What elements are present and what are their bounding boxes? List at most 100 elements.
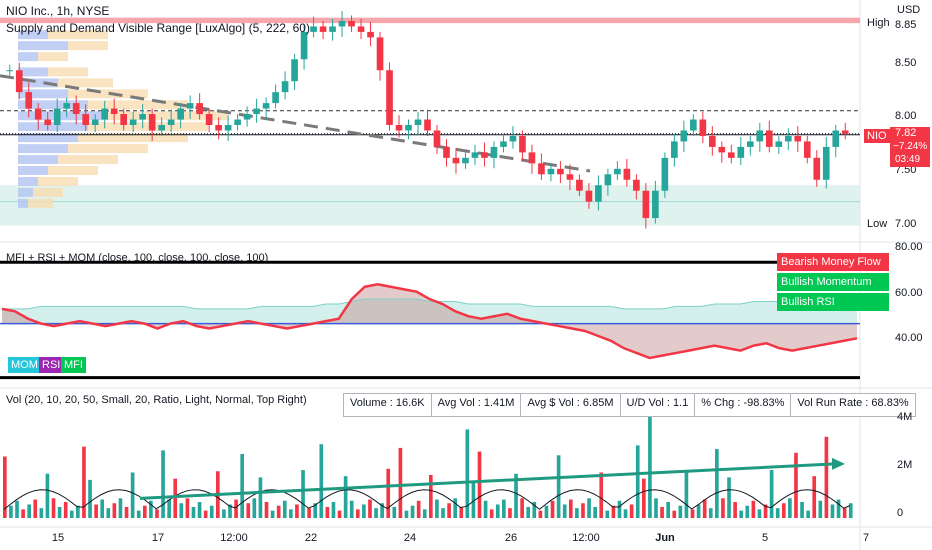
candle-body [25,92,33,109]
profile-demand-bar [18,176,38,186]
volume-bar [593,506,597,518]
candle-body [120,114,128,125]
candle-body [319,26,327,32]
volume-bar [690,509,695,518]
volume-bar [404,510,409,518]
volume-bar [733,502,737,518]
price-tick-7.00: 7.00 [895,218,917,230]
x-label-15: 15 [51,532,65,544]
vol-stat-avg-vol: Avg Vol : 1.41M [432,394,522,416]
legend-bullish-momentum: Bullish Momentum [777,273,889,291]
candle-body [44,119,52,125]
candle-body [813,157,821,180]
x-label-1200a: 12:00 [220,532,248,544]
candle-body [803,141,811,158]
candle-body [424,119,431,131]
x-label-jun: Jun [655,532,675,544]
candle-body [481,152,488,158]
candle-body [462,157,469,164]
volume-bar [191,506,196,518]
volume-bar [209,505,214,518]
volume-bar [477,451,482,518]
volume-bar [435,499,439,518]
candle-body [348,20,355,27]
volume-bar [155,509,159,518]
candle-body [576,179,583,191]
volume-bar [727,477,731,518]
candle-body [243,114,251,120]
volume-bar [398,447,403,518]
volume-bar [721,498,725,518]
candle-body [699,119,707,136]
volume-bar [252,498,257,518]
volume-bar [575,508,579,518]
candle-body [101,108,109,120]
profile-supply-bar [48,166,98,175]
profile-demand-bar [18,78,58,88]
volume-bar [106,508,111,518]
candle-body [338,20,346,27]
countdown: 03:49 [895,154,921,165]
x-label-22: 22 [304,532,318,544]
profile-demand-bar [18,133,78,143]
candle-body [794,135,802,142]
volume-bar [757,509,762,518]
volume-bar [495,504,500,518]
profile-supply-bar [88,100,188,110]
profile-demand-bar [18,122,88,132]
volume-trend-line [139,462,836,500]
volume-bar [429,474,433,518]
candle-body [566,174,574,180]
candle-body [224,125,232,131]
profile-supply-bar [28,198,53,208]
volume-bar [222,509,226,518]
volume-bar [276,505,281,518]
candle-body [310,26,317,32]
profile-supply-bar [38,176,78,186]
x-label-5: 5 [761,532,769,544]
chart-symbol-title: NIO Inc., 1h, NYSE [6,4,110,18]
demand-zone [0,185,860,226]
candle-body [443,146,450,158]
volume-bar [368,499,372,518]
candle-body [167,119,175,125]
candle-body [281,81,289,93]
volume-bar [696,504,701,518]
vol-tick-2m: 2M [897,459,913,471]
volume-average-line [3,489,851,510]
candle-body [690,119,697,131]
profile-supply-bar [58,155,118,165]
volume-bar [544,505,549,518]
profile-supply-bar [68,89,148,99]
candle-body [471,152,479,158]
profile-demand-bar [18,41,68,51]
profile-demand-bar [18,67,48,77]
candle-body [205,114,213,125]
candle-body [82,114,90,125]
volume-bar [708,508,713,518]
candle-body [15,70,23,93]
volume-bar [76,505,80,518]
price-tick-8.85: 8.85 [895,19,917,31]
candle-body [234,119,241,125]
profile-demand-bar [18,89,68,99]
candle-body [595,185,602,202]
volume-bar [301,470,305,518]
profile-supply-bar [48,30,108,40]
volume-bar [349,500,354,518]
candle-body [784,135,792,142]
mfi-line [2,298,857,310]
candle-body [376,37,384,71]
osc-tick-80: 80.00 [895,241,923,253]
low-label: Low [867,218,888,230]
candle-body [557,168,564,175]
candle-body [367,31,374,38]
candle-body [177,108,184,120]
price-tick-8.50: 8.50 [895,57,917,69]
profile-demand-bar [18,30,48,40]
volume-bar [684,471,689,518]
volume-bar [33,499,38,518]
volume-bar [331,502,336,518]
